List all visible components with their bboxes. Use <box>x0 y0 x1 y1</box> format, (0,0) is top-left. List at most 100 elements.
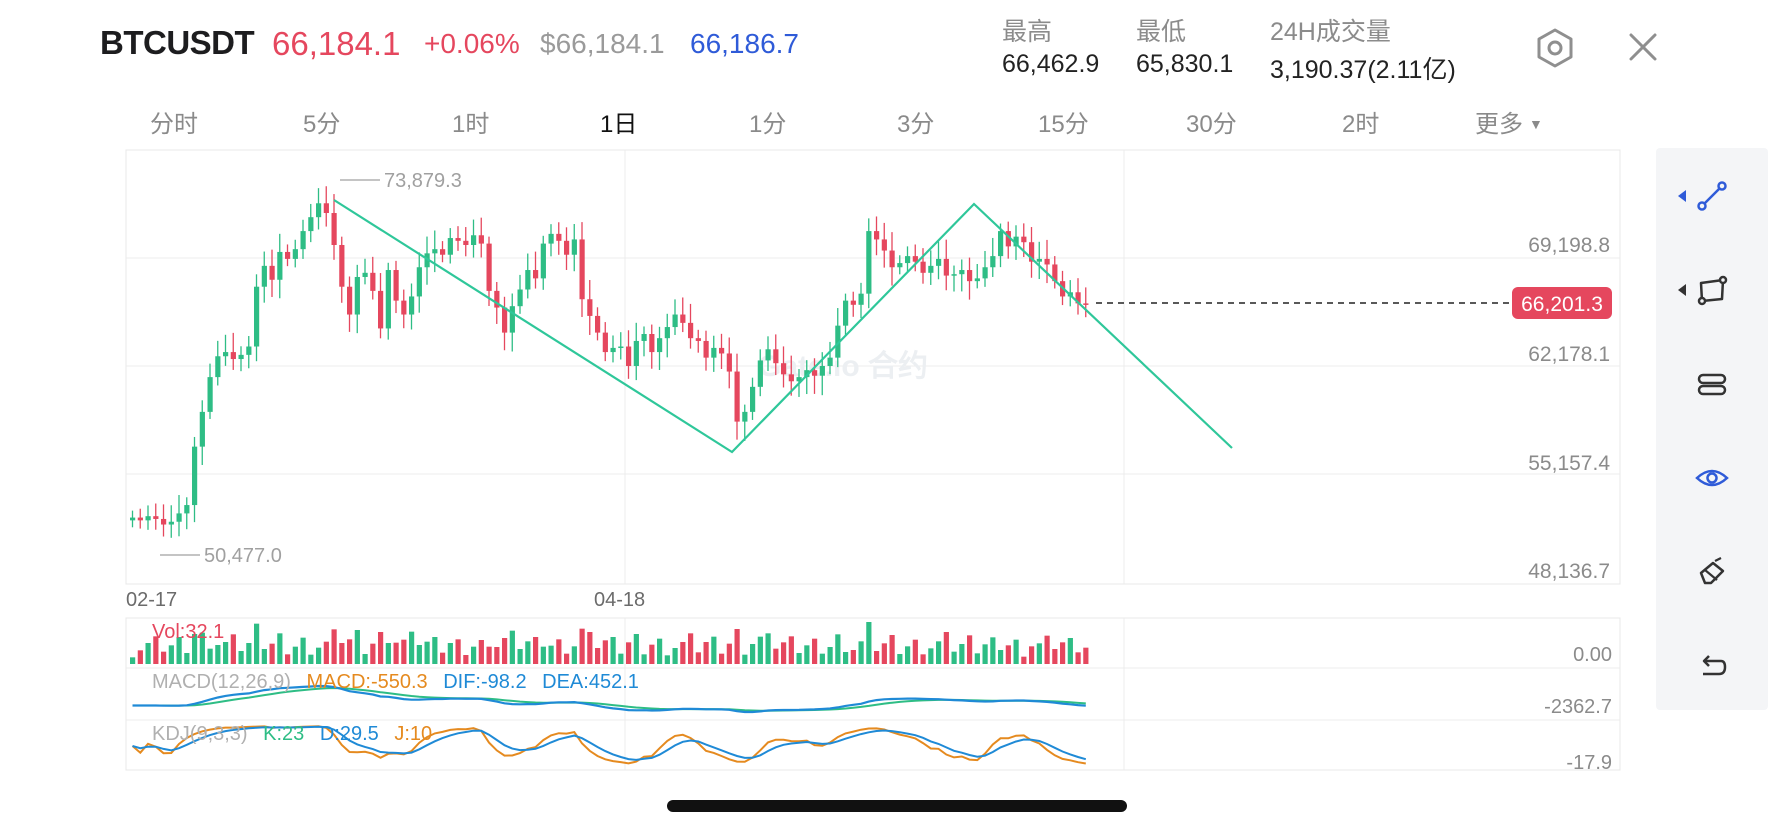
tab-1m[interactable]: 1分 <box>749 111 787 138</box>
candle-body <box>525 270 531 290</box>
candle-body <box>161 518 167 525</box>
volume-bar <box>463 655 469 664</box>
volume-bar <box>703 642 709 664</box>
volume-bar <box>1052 649 1058 664</box>
usd-price: $66,184.1 <box>540 28 665 59</box>
candle-body <box>819 365 825 376</box>
drawing-toolbar <box>1656 148 1768 710</box>
candle-body <box>719 347 725 354</box>
candle-body <box>238 354 244 360</box>
volume-bar <box>385 643 391 664</box>
candle-body <box>788 374 794 382</box>
close-icon[interactable] <box>1628 32 1658 62</box>
candle-body <box>502 307 508 333</box>
candle-body <box>982 267 988 279</box>
volume-bar <box>308 654 314 664</box>
volume-bar <box>1075 652 1081 664</box>
candle-body <box>664 327 670 339</box>
current-price-tag-bg <box>1512 287 1612 319</box>
change-percent: +0.06% <box>424 28 520 59</box>
tab-more[interactable]: 更多 ▼ <box>1475 104 1543 139</box>
volume-bar <box>610 637 616 664</box>
tab-2h[interactable]: 2时 <box>1342 111 1380 138</box>
candle-body <box>765 349 771 361</box>
candle-body <box>974 278 980 282</box>
tab-5m[interactable]: 5分 <box>303 111 341 138</box>
candle-body <box>184 505 190 514</box>
candle-body <box>835 325 841 358</box>
candle-body <box>610 347 616 353</box>
volume-bar <box>819 653 825 664</box>
channel-tool[interactable] <box>1656 354 1768 414</box>
tab-15m[interactable]: 15分 <box>1038 111 1089 138</box>
trendline-tool[interactable] <box>1656 166 1768 226</box>
dif-line <box>132 684 1086 714</box>
trendline-icon <box>1697 181 1727 211</box>
candle-body <box>889 250 895 268</box>
candle-body <box>951 274 957 276</box>
candle-body <box>548 233 554 244</box>
volume-bar <box>1029 646 1035 664</box>
rectangle-tool[interactable] <box>1656 260 1768 320</box>
chart-grid <box>125 149 1621 771</box>
candle-body <box>1021 236 1027 243</box>
candle-body <box>812 370 818 376</box>
candle-body <box>804 370 810 378</box>
volume-bar <box>951 651 957 664</box>
submenu-arrow-icon <box>1678 190 1686 202</box>
candle-body <box>269 265 275 280</box>
tab-30m[interactable]: 30分 <box>1186 111 1237 138</box>
tab-1h[interactable]: 1时 <box>452 111 490 138</box>
volume-bar <box>881 643 887 664</box>
volume-bar <box>401 639 407 664</box>
volume-bar <box>850 650 856 664</box>
volume-bar <box>153 636 159 664</box>
candle-body <box>757 360 763 387</box>
volume-bar <box>230 634 236 664</box>
volume-bar <box>207 648 213 664</box>
volume-bar <box>440 652 446 664</box>
volume-bar <box>688 633 694 664</box>
hexagon-settings-icon[interactable] <box>1536 28 1574 68</box>
candle-body <box>905 256 911 264</box>
volume-bar <box>633 634 639 664</box>
candle-body <box>494 290 500 308</box>
visibility-toggle[interactable] <box>1656 448 1768 508</box>
volume-bar <box>990 637 996 664</box>
volume-bar <box>533 637 539 664</box>
tab-3m[interactable]: 3分 <box>897 111 935 138</box>
candle-body <box>455 238 461 241</box>
volume-bar <box>215 645 221 664</box>
candle-body <box>1036 258 1042 262</box>
volume-bar <box>432 637 438 664</box>
volume-bar <box>277 633 283 664</box>
volume-bar <box>618 653 624 664</box>
volume-bar <box>773 648 779 664</box>
candle-body <box>680 314 686 323</box>
volume-bar <box>858 641 864 664</box>
drawn-trendline[interactable] <box>333 199 1233 454</box>
eraser-tool[interactable] <box>1656 542 1768 602</box>
symbol-title[interactable]: BTCUSDT <box>100 24 255 61</box>
candle-body <box>874 231 880 240</box>
candle-body <box>928 265 934 273</box>
tab-timeline[interactable]: 分时 <box>150 111 198 138</box>
volume-bar <box>711 636 717 664</box>
candle-body <box>486 243 492 291</box>
candle-body <box>308 217 314 232</box>
volume-bar <box>254 623 260 664</box>
volume-24h-label: 24H成交量 <box>1270 18 1391 46</box>
kdj-title: KDJ(9,3,3) <box>152 723 248 745</box>
candle-body <box>153 516 159 519</box>
undo-button[interactable] <box>1656 636 1768 696</box>
high-label: 最高 <box>1002 18 1053 46</box>
tab-1d[interactable]: 1日 <box>600 111 638 138</box>
candle-body <box>517 289 523 307</box>
volume-bar <box>339 643 345 664</box>
volume-bar <box>478 640 484 664</box>
volume-bars-group <box>130 622 1089 664</box>
date-label: 02-17 <box>126 589 177 611</box>
volume-bar <box>974 653 980 664</box>
price-axis-label: 62,178.1 <box>1528 343 1610 366</box>
